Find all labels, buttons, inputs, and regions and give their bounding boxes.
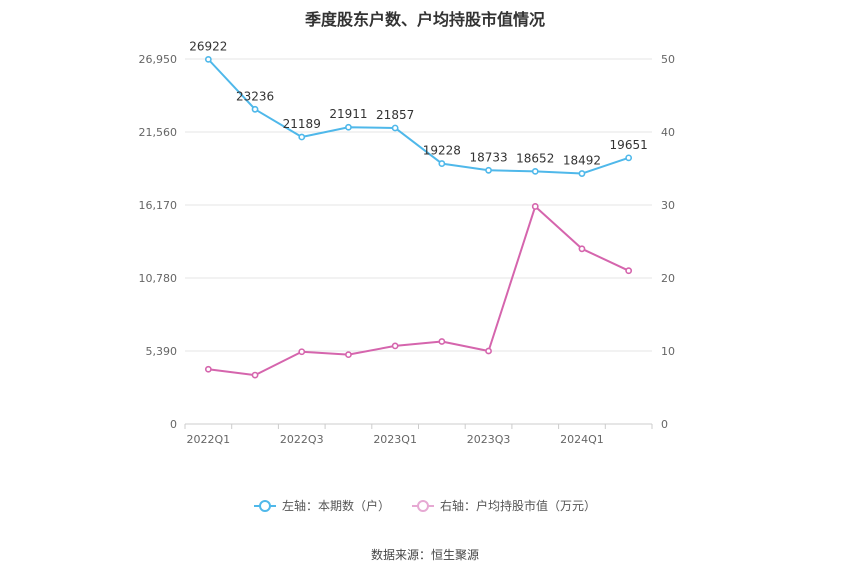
data-label: 18733 [469, 150, 507, 164]
legend-marker-icon [412, 499, 434, 512]
x-tick-label: 2024Q1 [560, 433, 604, 446]
avg-value-data-point [251, 371, 259, 379]
avg-value-data-point [345, 351, 352, 359]
data-label: 21911 [329, 107, 367, 121]
households-data-point [391, 124, 399, 132]
avg-value-data-point [625, 267, 633, 275]
right-tick-label: 20 [661, 272, 675, 285]
data-label: 23236 [236, 89, 274, 103]
households-data-point [345, 123, 352, 131]
data-label: 18492 [563, 154, 601, 168]
households-data-point [531, 167, 539, 175]
data-source: 数据来源：恒生聚源 [370, 548, 479, 562]
avg-value-data-point [204, 365, 212, 373]
data-label: 18652 [516, 151, 554, 165]
legend-item-avg-value[interactable]: 右轴：户均持股市值（万元） [412, 497, 596, 514]
households-data-point [578, 170, 586, 177]
left-tick-label: 21,560 [139, 126, 178, 139]
x-tick-label: 2023Q3 [467, 433, 511, 446]
left-tick-label: 5,390 [146, 345, 178, 358]
avg-value-series-line [208, 205, 630, 377]
avg-value-data-point [485, 347, 492, 355]
data-label: 26922 [189, 39, 227, 53]
x-tick-label: 2022Q1 [187, 433, 231, 446]
right-tick-label: 50 [661, 53, 675, 66]
households-data-point [298, 133, 306, 141]
x-tick-label: 2023Q1 [373, 433, 417, 446]
legend-label: 左轴：本期数（户） [281, 499, 390, 513]
households-data-point [204, 55, 212, 63]
chart-title: 季度股东户数、户均持股市值情况 [304, 10, 545, 29]
x-tick-label: 2022Q3 [280, 433, 324, 446]
avg-value-data-point [438, 338, 446, 345]
right-tick-label: 30 [661, 199, 675, 212]
data-label: 21857 [376, 108, 414, 122]
data-label: 19228 [423, 144, 461, 158]
avg-value-data-point [391, 342, 399, 350]
households-data-point [251, 105, 259, 113]
avg-value-data-point [298, 348, 306, 356]
avg-value-data-point [578, 245, 586, 253]
households-data-point [485, 166, 492, 174]
data-label: 19651 [610, 138, 648, 152]
left-tick-label: 26,950 [139, 53, 178, 66]
right-tick-label: 40 [661, 126, 675, 139]
left-tick-label: 0 [170, 418, 177, 431]
legend-label: 右轴：户均持股市值（万元） [440, 499, 597, 513]
legend: 左轴：本期数（户） 右轴：户均持股市值（万元） [0, 497, 850, 514]
households-data-point [438, 160, 446, 167]
legend-marker-icon [253, 499, 276, 512]
right-tick-label: 10 [661, 345, 675, 358]
households-series-line [207, 58, 629, 175]
legend-item-households[interactable]: 左轴：本期数（户） [253, 497, 390, 514]
right-tick-label: 0 [661, 418, 668, 431]
left-tick-label: 10,780 [139, 272, 178, 285]
left-tick-label: 16,170 [139, 199, 178, 212]
households-data-point [625, 154, 633, 162]
avg-value-data-point [531, 203, 539, 210]
data-label: 21189 [283, 117, 321, 131]
